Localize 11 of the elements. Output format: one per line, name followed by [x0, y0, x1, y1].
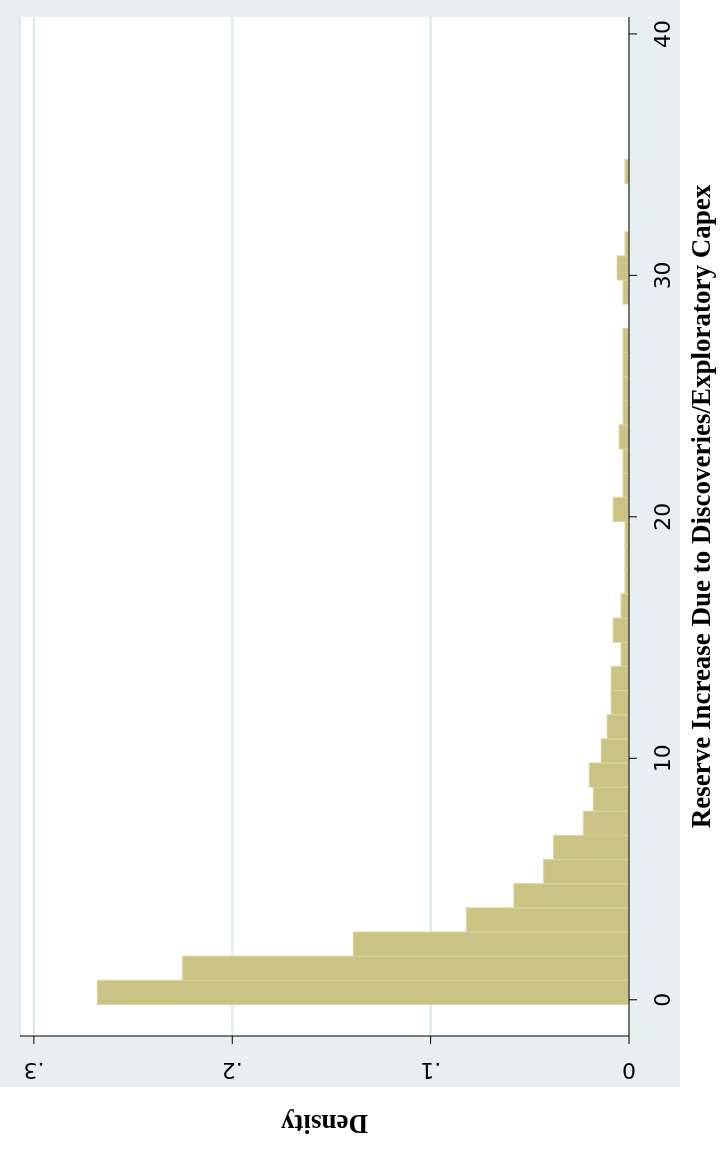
y-tick-label: 0	[650, 992, 676, 1007]
x-tick-label: .2	[221, 1057, 243, 1083]
y-axis-title: Reserve Increase Due to Discoveries/Exploratory Capex	[686, 184, 716, 829]
x-tick-label: .3	[23, 1057, 45, 1083]
y-tick-label: 20	[650, 502, 676, 531]
x-tick-label: .1	[420, 1057, 442, 1083]
y-tick-label: 40	[650, 19, 676, 48]
y-tick-label: 30	[650, 261, 676, 290]
y-tick-label: 10	[650, 744, 676, 773]
x-tick-label: 0	[622, 1057, 636, 1083]
x-axis-title: Density	[280, 1109, 368, 1139]
